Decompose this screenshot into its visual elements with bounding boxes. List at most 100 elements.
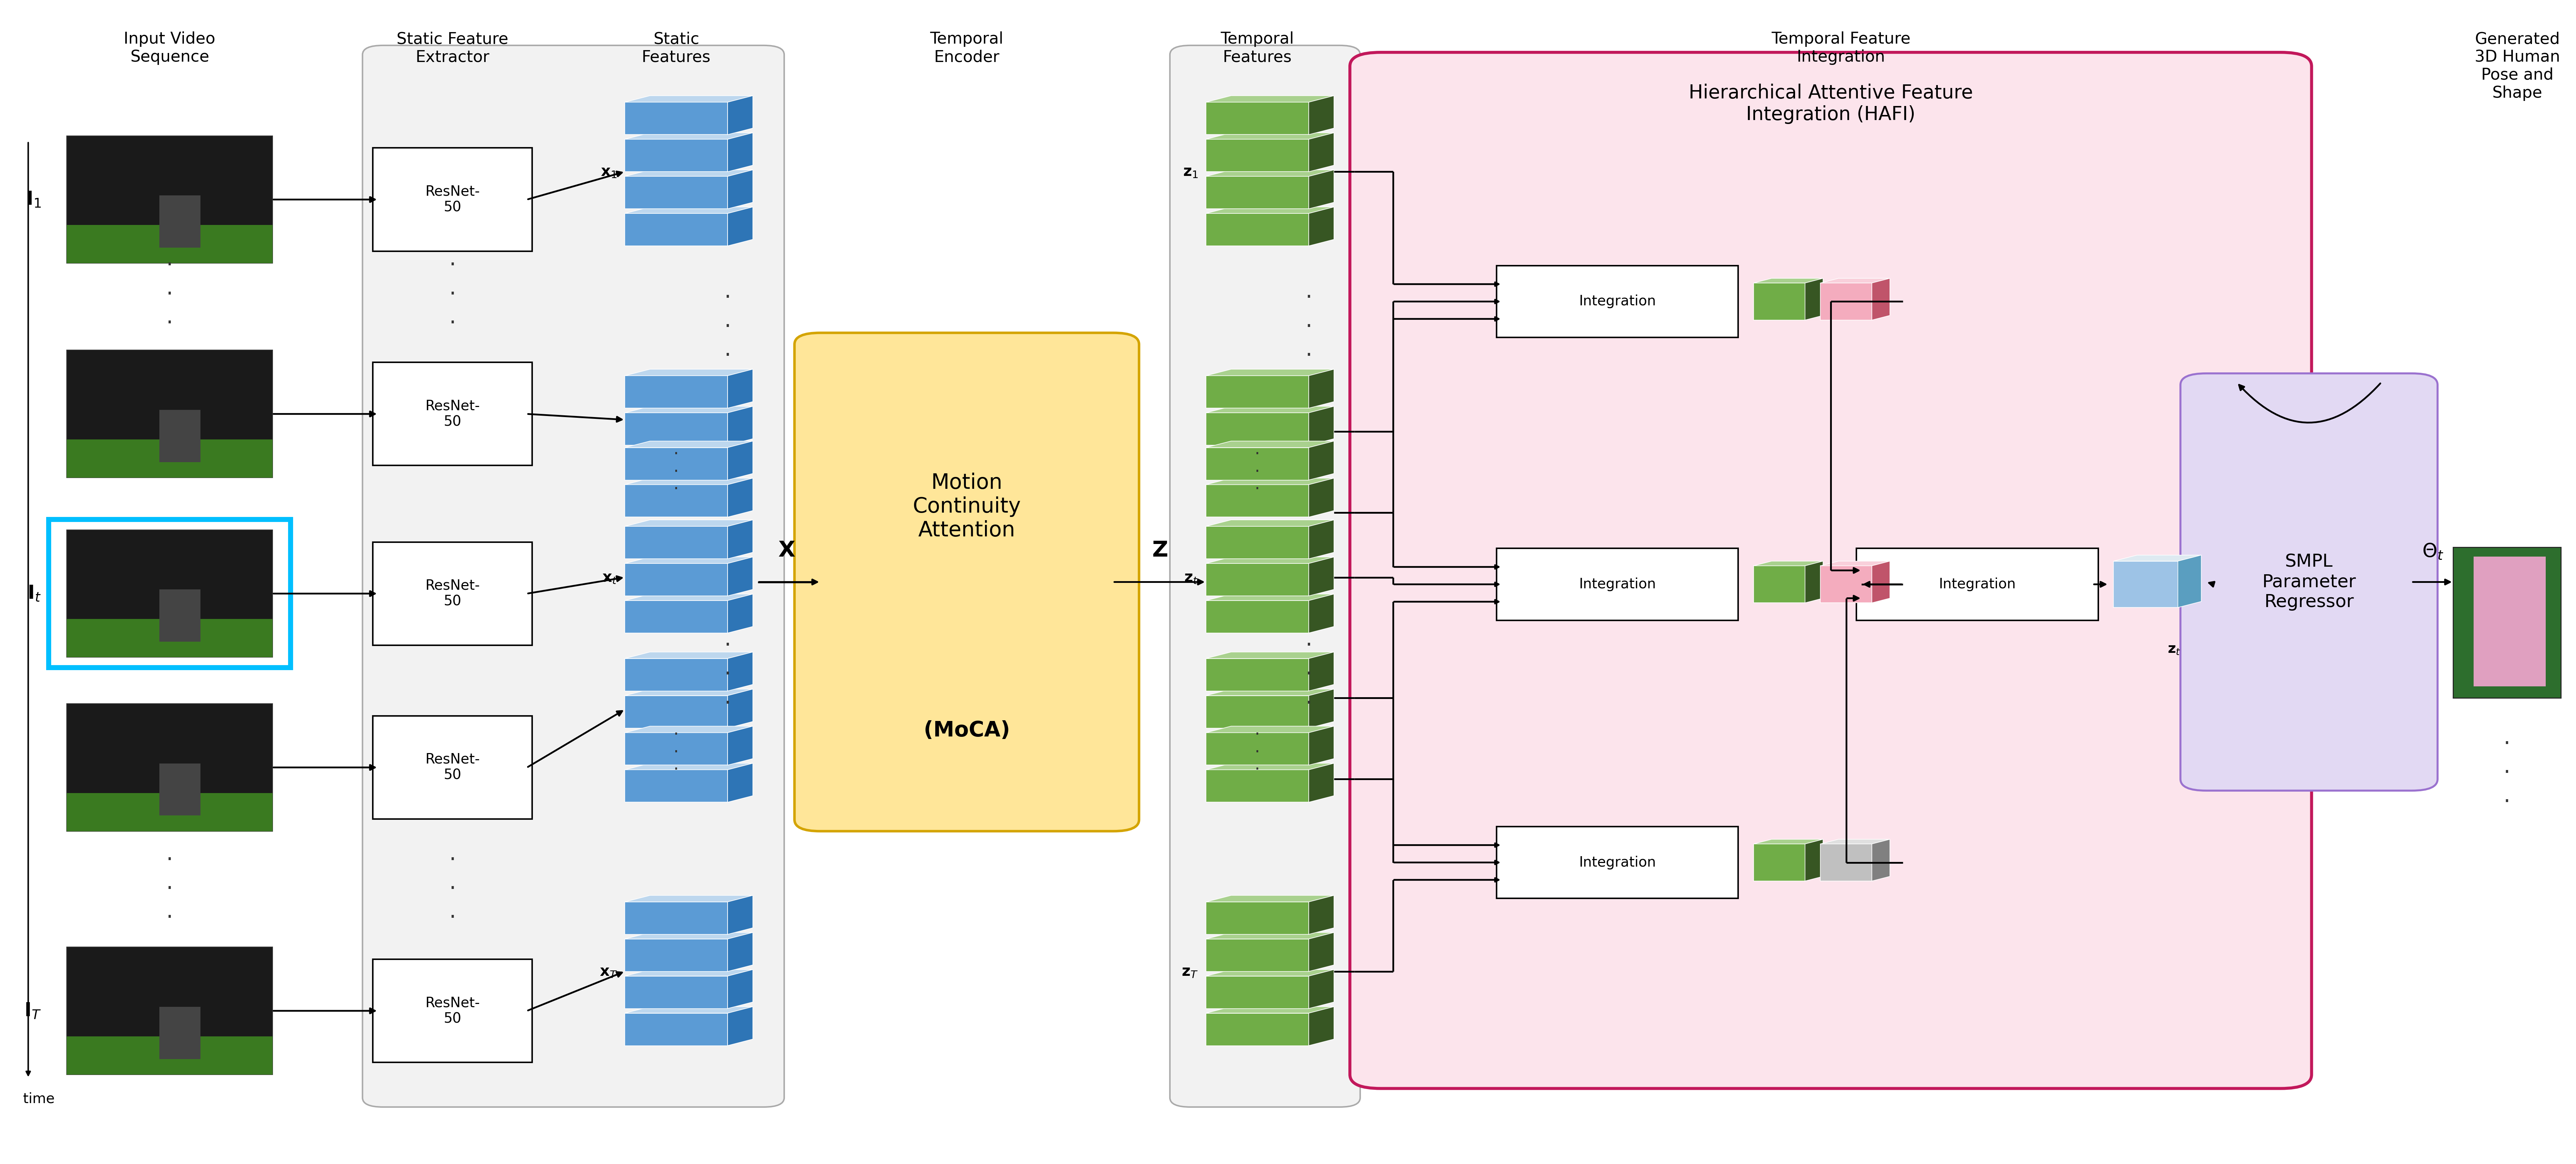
Polygon shape (726, 970, 752, 1008)
Text: ·: · (672, 481, 680, 497)
Polygon shape (1309, 441, 1334, 480)
Polygon shape (726, 369, 752, 409)
Polygon shape (1206, 526, 1309, 559)
Polygon shape (626, 369, 752, 376)
Text: ·: · (724, 317, 732, 338)
Text: Hierarchical Attentive Feature
Integration (HAFI): Hierarchical Attentive Feature Integrati… (1687, 84, 1973, 125)
Polygon shape (1206, 689, 1334, 696)
Polygon shape (626, 932, 752, 939)
Polygon shape (1754, 561, 1824, 566)
Text: ·: · (2504, 792, 2509, 812)
FancyBboxPatch shape (374, 716, 533, 819)
Polygon shape (1309, 95, 1334, 135)
Polygon shape (1206, 977, 1309, 1008)
Polygon shape (1206, 520, 1334, 526)
Text: ·: · (448, 284, 456, 305)
Polygon shape (1206, 659, 1309, 691)
Text: ResNet-
50: ResNet- 50 (425, 753, 479, 782)
Polygon shape (1206, 102, 1309, 135)
Polygon shape (1821, 278, 1891, 283)
Polygon shape (1206, 213, 1309, 246)
Text: Input Video
Sequence: Input Video Sequence (124, 31, 216, 65)
Text: ·: · (724, 693, 732, 715)
Text: $\mathbf{I}_T$: $\mathbf{I}_T$ (23, 1001, 41, 1020)
Text: ResNet-
50: ResNet- 50 (425, 579, 479, 609)
Polygon shape (726, 441, 752, 480)
Polygon shape (1206, 170, 1334, 177)
Text: ·: · (448, 879, 456, 900)
Polygon shape (626, 652, 752, 659)
Polygon shape (726, 170, 752, 208)
Polygon shape (626, 213, 726, 246)
Polygon shape (726, 406, 752, 446)
Polygon shape (1873, 561, 1891, 603)
FancyBboxPatch shape (363, 45, 783, 1107)
Polygon shape (1821, 283, 1873, 320)
FancyBboxPatch shape (160, 410, 201, 462)
Polygon shape (1206, 447, 1309, 480)
Polygon shape (1309, 369, 1334, 409)
Polygon shape (626, 170, 752, 177)
Polygon shape (726, 520, 752, 559)
FancyBboxPatch shape (1497, 548, 1739, 620)
Polygon shape (1206, 140, 1309, 172)
Text: ·: · (165, 255, 173, 276)
Text: Temporal
Encoder: Temporal Encoder (930, 31, 1002, 65)
Text: ·: · (672, 761, 680, 778)
Text: $\mathbf{x}_T$: $\mathbf{x}_T$ (600, 964, 618, 979)
Text: $\mathbf{z}_T$: $\mathbf{z}_T$ (1182, 964, 1198, 979)
Polygon shape (1206, 376, 1309, 409)
FancyBboxPatch shape (67, 793, 273, 831)
Text: Integration: Integration (1579, 577, 1656, 591)
Polygon shape (1206, 556, 1334, 563)
FancyBboxPatch shape (374, 362, 533, 466)
Polygon shape (1309, 406, 1334, 446)
Text: ·: · (672, 726, 680, 743)
Text: ·: · (448, 313, 456, 334)
Text: ResNet-
50: ResNet- 50 (425, 185, 479, 214)
Polygon shape (626, 133, 752, 140)
Polygon shape (726, 932, 752, 972)
Text: ·: · (1306, 665, 1311, 686)
Polygon shape (1206, 484, 1309, 517)
Polygon shape (2112, 555, 2200, 561)
Text: ·: · (1255, 463, 1260, 480)
Text: ·: · (1255, 447, 1260, 462)
Polygon shape (1309, 764, 1334, 802)
Polygon shape (726, 556, 752, 596)
Text: ·: · (724, 636, 732, 656)
Text: Static Feature
Extractor: Static Feature Extractor (397, 31, 507, 65)
Polygon shape (1754, 844, 1806, 881)
Polygon shape (2177, 555, 2200, 608)
Polygon shape (626, 406, 752, 413)
FancyBboxPatch shape (160, 589, 201, 641)
Polygon shape (626, 447, 726, 480)
Text: ·: · (1255, 481, 1260, 497)
Polygon shape (1206, 764, 1334, 769)
Polygon shape (626, 1013, 726, 1045)
Polygon shape (1754, 566, 1806, 603)
Polygon shape (626, 764, 752, 769)
Polygon shape (1309, 652, 1334, 691)
Text: Integration: Integration (1579, 856, 1656, 870)
Text: $\mathbf{x}_1$: $\mathbf{x}_1$ (600, 164, 618, 179)
FancyBboxPatch shape (67, 1036, 273, 1074)
Text: ·: · (672, 744, 680, 760)
Text: ·: · (672, 447, 680, 462)
Polygon shape (726, 133, 752, 172)
Text: ·: · (672, 463, 680, 480)
Polygon shape (1206, 207, 1334, 213)
Text: time: time (23, 1092, 54, 1106)
FancyBboxPatch shape (67, 225, 273, 263)
Polygon shape (626, 1007, 752, 1013)
Text: ·: · (448, 908, 456, 929)
Text: Temporal Feature
Integration: Temporal Feature Integration (1772, 31, 1911, 65)
Polygon shape (726, 895, 752, 935)
Polygon shape (1206, 95, 1334, 102)
Text: ·: · (724, 346, 732, 367)
Polygon shape (1309, 895, 1334, 935)
Polygon shape (1206, 939, 1309, 972)
Polygon shape (626, 594, 752, 601)
Polygon shape (726, 764, 752, 802)
Polygon shape (726, 594, 752, 633)
